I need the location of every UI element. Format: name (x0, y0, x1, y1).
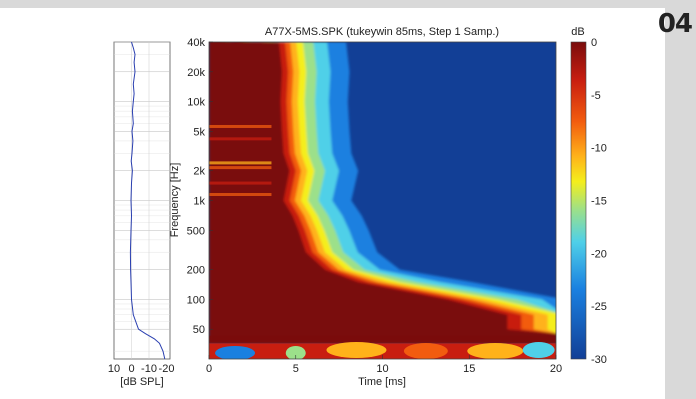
spectrogram-plot: A77X-5MS.SPK (tukeywin 85ms, Step 1 Samp… (169, 26, 562, 388)
resonance-streak (209, 181, 272, 185)
y-tick-label: 200 (187, 265, 205, 277)
fr-x-tick-label: -10 (141, 363, 157, 375)
resonance-streak (209, 124, 272, 128)
sub-bass-green-patch (285, 346, 306, 359)
fr-x-label: [dB SPL] (120, 376, 163, 388)
chart-title: A77X-5MS.SPK (tukeywin 85ms, Step 1 Samp… (265, 26, 499, 38)
colorbar-ticks: 0 -5 -10 -15 -20 -25 -30 (591, 37, 607, 366)
colorbar-gradient (570, 41, 587, 360)
colorbar-tick-label: -30 (591, 354, 607, 366)
colorbar-tick-label: -5 (591, 90, 601, 102)
y-tick-label: 1k (193, 196, 205, 208)
sub-bass-orange-patch (403, 343, 448, 359)
y-tick-label: 5k (193, 126, 205, 138)
colorbar-label: dB (571, 26, 584, 38)
sub-bass-cyan-patch (522, 342, 555, 358)
y-axis-label: Frequency [Hz] (169, 163, 181, 238)
x-tick-label: 0 (206, 363, 212, 375)
sub-bass-yellow-patch (467, 343, 524, 359)
colorbar: dB 0 -5 -10 -15 -20 -25 -30 (570, 26, 607, 366)
frequency-response-plot: 10 0 -10 -20 [dB SPL] (108, 41, 175, 388)
x-tick-label: 20 (550, 363, 562, 375)
y-tick-label: 40k (187, 37, 205, 49)
heatmap-field (209, 42, 556, 359)
x-tick-label: 5 (293, 363, 299, 375)
frequency-response-line (129, 41, 166, 360)
x-tick-label: 15 (463, 363, 475, 375)
fr-x-tick-label: 10 (108, 363, 120, 375)
colorbar-tick-label: -20 (591, 248, 607, 260)
fr-x-tick-label: 0 (128, 363, 134, 375)
y-tick-label: 2k (193, 166, 205, 178)
fr-x-tick-label: -20 (159, 363, 175, 375)
decay-contour-bands (209, 42, 556, 344)
colorbar-tick-label: -15 (591, 196, 607, 208)
colorbar-tick-label: -25 (591, 301, 607, 313)
resonance-streak (209, 166, 272, 170)
y-tick-label: 10k (187, 97, 205, 109)
low-frequency-ridge (209, 335, 556, 343)
y-tick-label: 500 (187, 225, 205, 237)
colorbar-tick-label: -10 (591, 143, 607, 155)
resonance-streak (209, 192, 272, 196)
resonance-streak (209, 161, 272, 165)
decay-band (209, 42, 556, 344)
figure-number-badge: 04 (657, 9, 693, 39)
resonance-streak (209, 137, 272, 141)
y-tick-label: 20k (187, 67, 205, 79)
x-tick-labels: 0 5 10 15 20 (206, 355, 562, 375)
sub-bass-yellow-patch (326, 342, 387, 358)
x-axis-label: Time [ms] (358, 376, 406, 388)
y-tick-labels: 40k 20k 10k 5k 2k 1k 500 200 100 50 (187, 37, 213, 336)
colorbar-tick-label: 0 (591, 37, 597, 49)
sub-bass-blue-patch (215, 346, 256, 359)
fr-x-ticks: 10 0 -10 -20 (108, 363, 175, 375)
y-tick-label: 50 (193, 324, 205, 336)
x-tick-label: 10 (376, 363, 388, 375)
y-tick-label: 100 (187, 294, 205, 306)
